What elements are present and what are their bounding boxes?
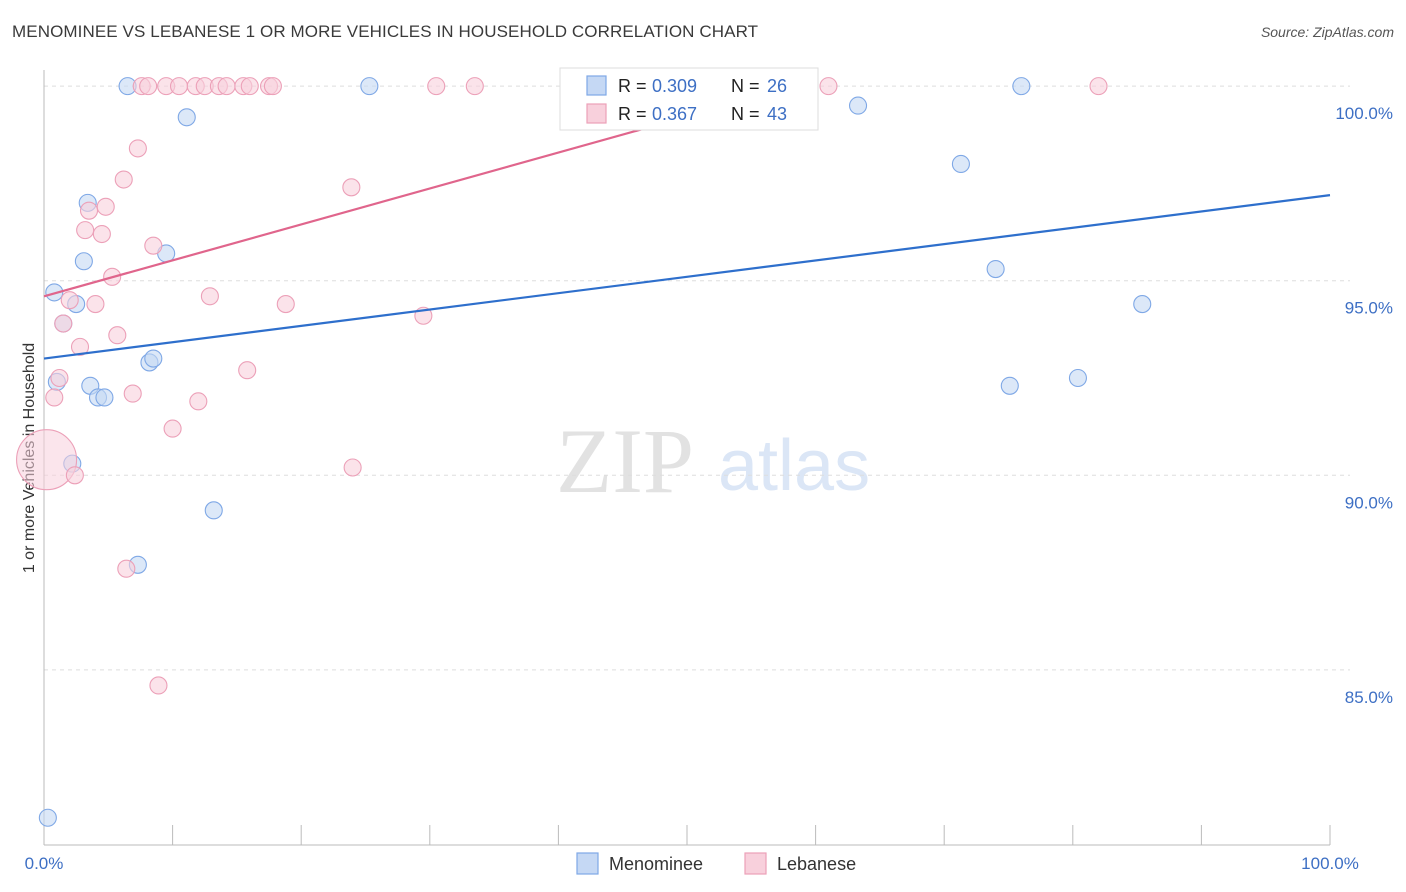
lebanese-point-1	[45, 388, 64, 407]
y-tick-label-95: 95.0%	[1345, 299, 1393, 318]
lebanese-point-26	[189, 392, 208, 411]
lebanese-r-label: R =	[618, 104, 647, 124]
lebanese-point-38	[343, 458, 362, 477]
menominee-point-0	[38, 808, 57, 827]
lebanese-point-5	[65, 466, 84, 485]
lebanese-point-11	[96, 197, 115, 216]
menominee-point-22	[1000, 376, 1019, 395]
watermark-zip: ZIP	[556, 410, 694, 512]
menominee-point-21	[986, 259, 1005, 279]
lebanese-point-2	[50, 368, 69, 388]
lebanese-point-16	[123, 384, 142, 403]
lebanese-n-label: N =	[731, 104, 760, 124]
lebanese-n-value: 43	[767, 104, 787, 124]
source-label: Source: ZipAtlas.com	[1260, 24, 1394, 40]
menominee-point-25	[1133, 295, 1152, 314]
menominee-point-16	[177, 108, 196, 127]
axis-ticks	[43, 825, 1331, 845]
menominee-point-10	[95, 388, 114, 407]
menominee-n-label: N =	[731, 76, 760, 96]
lebanese-point-43	[1089, 77, 1108, 96]
lebanese-point-33	[240, 77, 259, 96]
legend-menominee-swatch	[576, 852, 599, 875]
data-points	[16, 77, 1152, 827]
lebanese-point-4	[60, 291, 79, 310]
lebanese-point-42	[819, 77, 838, 96]
legend-menominee-label: Menominee	[609, 854, 703, 874]
menominee-point-14	[144, 349, 163, 368]
menominee-point-17	[204, 501, 223, 520]
lebanese-point-14	[114, 170, 133, 189]
lebanese-point-0	[16, 429, 78, 491]
lebanese-point-36	[276, 295, 295, 314]
y-tick-label-100: 100.0%	[1335, 104, 1393, 123]
menominee-r-value: 0.309	[652, 76, 697, 96]
gridlines	[44, 85, 1350, 671]
menominee-swatch	[586, 75, 607, 96]
menominee-trend-line	[43, 194, 1331, 360]
x-tick-label-max: 100.0%	[1301, 854, 1359, 873]
menominee-point-19	[848, 96, 868, 115]
lebanese-point-7	[76, 221, 95, 240]
y-tick-label-85: 85.0%	[1345, 688, 1393, 707]
menominee-point-23	[1012, 77, 1031, 96]
lebanese-point-40	[427, 77, 446, 96]
lebanese-point-30	[217, 77, 236, 96]
x-tick-label-min: 0.0%	[25, 854, 64, 873]
menominee-point-6	[74, 252, 93, 271]
y-tick-label-90: 90.0%	[1345, 493, 1393, 512]
lebanese-point-21	[149, 676, 168, 695]
lebanese-point-37	[342, 178, 361, 197]
lebanese-point-15	[117, 559, 136, 578]
lebanese-point-8	[79, 201, 99, 220]
lebanese-point-23	[163, 419, 182, 438]
menominee-point-24	[1068, 368, 1087, 388]
watermark-atlas: atlas	[718, 426, 870, 506]
lebanese-point-17	[128, 139, 147, 158]
lebanese-point-24	[169, 77, 189, 96]
menominee-point-20	[951, 154, 970, 174]
lebanese-swatch	[586, 103, 607, 124]
lebanese-point-6	[70, 337, 90, 356]
menominee-point-18	[360, 77, 379, 96]
legend-lebanese-label: Lebanese	[777, 854, 856, 874]
legend-lebanese-swatch	[744, 852, 767, 875]
lebanese-point-32	[238, 361, 257, 380]
menominee-n-value: 26	[767, 76, 787, 96]
stats-legend: R = 0.309 N = 26 R = 0.367 N = 43	[559, 67, 819, 131]
lebanese-point-35	[263, 77, 282, 96]
lebanese-r-value: 0.367	[652, 104, 697, 124]
chart-title: MENOMINEE VS LEBANESE 1 OR MORE VEHICLES…	[12, 22, 759, 41]
lebanese-point-28	[200, 287, 219, 306]
lebanese-point-9	[86, 295, 105, 314]
lebanese-point-10	[92, 224, 111, 244]
lebanese-point-41	[465, 77, 484, 96]
series-legend: Menominee Lebanese	[576, 852, 856, 875]
lebanese-point-3	[54, 314, 73, 333]
lebanese-point-13	[108, 326, 127, 345]
menominee-r-label: R =	[618, 76, 647, 96]
lebanese-point-19	[139, 77, 158, 96]
lebanese-point-20	[144, 236, 163, 255]
